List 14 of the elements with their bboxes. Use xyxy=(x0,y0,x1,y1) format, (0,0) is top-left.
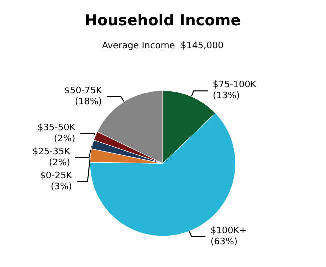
slice-label: $25-35K xyxy=(32,147,72,158)
slice-label: $75-100K xyxy=(213,80,258,91)
slice-label: $100K+ xyxy=(210,226,248,236)
chart-subtitle: Average Income $145,000 xyxy=(102,42,224,52)
data-label: (63%) xyxy=(210,237,238,248)
data-label: (2%) xyxy=(54,134,76,144)
slice-label: $50-75K xyxy=(64,86,104,96)
slice-label: $0-25K xyxy=(40,171,74,182)
chart-title: Household Income xyxy=(85,12,241,30)
data-label: (13%) xyxy=(213,92,240,102)
data-label: (18%) xyxy=(75,97,102,108)
slice-label: $35-50K xyxy=(38,123,77,134)
data-label: (2%) xyxy=(49,158,70,168)
data-label: (3%) xyxy=(51,182,72,192)
